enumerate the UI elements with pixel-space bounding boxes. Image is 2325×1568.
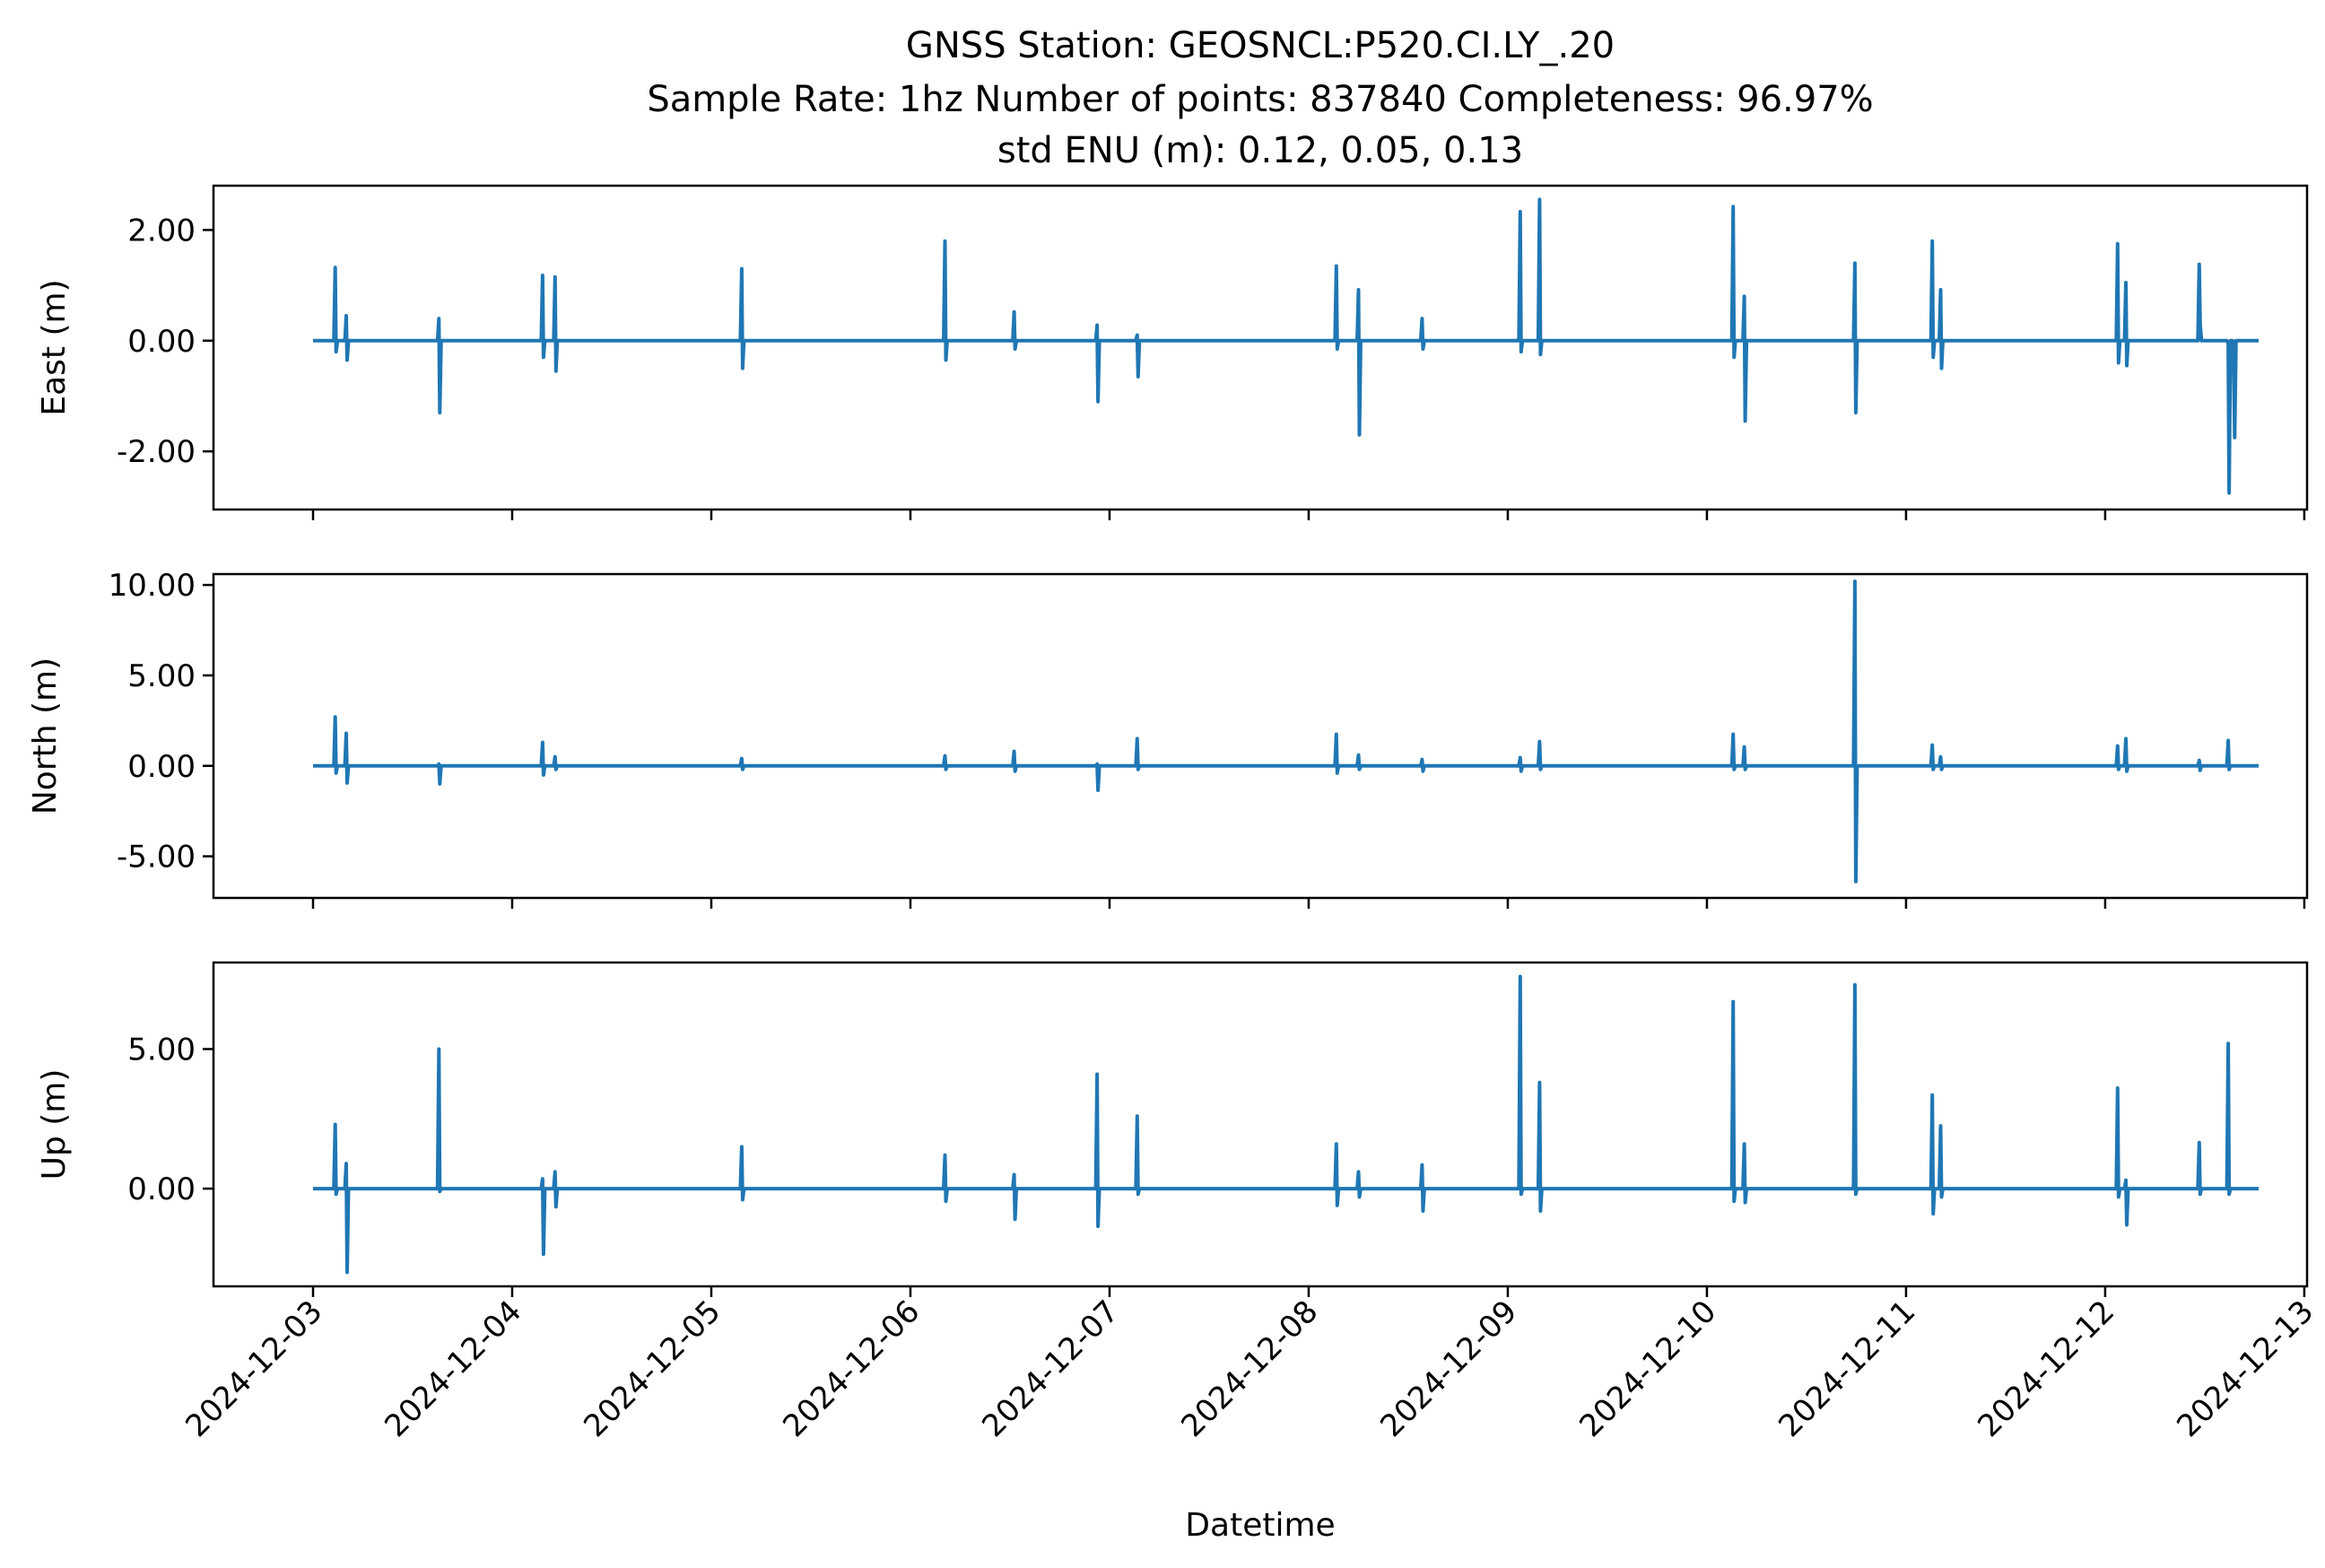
panels: -2.00 0.00 2.00 East (m) -5.00 0.00 5.00 10.00 N… [27, 184, 2309, 1297]
up-axis-label: Up (m) [36, 1069, 73, 1180]
east-ytick-label: 0.00 [127, 324, 196, 360]
panel-north: -5.00 0.00 5.00 10.00 North (m) [27, 568, 2309, 909]
north-axis-label: North (m) [27, 658, 64, 814]
xtick-label: 2024-12-04 [378, 1294, 528, 1444]
up-ytick-label: 0.00 [127, 1172, 196, 1207]
north-ytick-label: 10.00 [109, 568, 196, 604]
panel-up: 0.00 5.00 Up (m) [36, 961, 2309, 1297]
east-ytick-label: -2.00 [117, 434, 196, 470]
xtick-label: 2024-12-03 [179, 1294, 329, 1444]
xtick-label: 2024-12-05 [577, 1294, 727, 1444]
north-series-line [313, 579, 2259, 884]
x-axis: 2024-12-03 2024-12-04 2024-12-05 2024-12-06… [179, 1294, 2321, 1444]
up-plot-frame [212, 961, 2309, 1288]
east-series-line [313, 197, 2259, 495]
east-axis-label: East (m) [36, 279, 73, 415]
xtick-label: 2024-12-07 [975, 1294, 1126, 1444]
north-ytick-label: 5.00 [127, 658, 196, 694]
panel-east: -2.00 0.00 2.00 East (m) [36, 184, 2309, 520]
chart-title: GNSS Station: GEOSNCL:P520.CI.LY_.20 Sam… [647, 25, 1873, 171]
title-line-3: std ENU (m): 0.12, 0.05, 0.13 [997, 130, 1523, 171]
north-plot-frame [212, 572, 2309, 900]
xtick-label: 2024-12-13 [2170, 1294, 2321, 1444]
north-ytick-label: -5.00 [117, 840, 196, 875]
east-ytick-label: 2.00 [127, 213, 196, 248]
up-ytick-label: 5.00 [127, 1032, 196, 1067]
xtick-label: 2024-12-09 [1373, 1294, 1524, 1444]
xtick-label: 2024-12-08 [1174, 1294, 1325, 1444]
xtick-label: 2024-12-12 [1971, 1294, 2121, 1444]
x-axis-label: Datetime [1185, 1507, 1335, 1544]
east-plot-frame [212, 184, 2309, 511]
xtick-label: 2024-12-06 [776, 1294, 927, 1444]
up-series-line [313, 974, 2259, 1275]
xtick-label: 2024-12-10 [1572, 1294, 1723, 1444]
title-line-2: Sample Rate: 1hz Number of points: 83784… [647, 79, 1873, 120]
xtick-label: 2024-12-11 [1772, 1294, 1922, 1444]
title-line-1: GNSS Station: GEOSNCL:P520.CI.LY_.20 [906, 25, 1615, 66]
north-ytick-label: 0.00 [127, 749, 196, 785]
